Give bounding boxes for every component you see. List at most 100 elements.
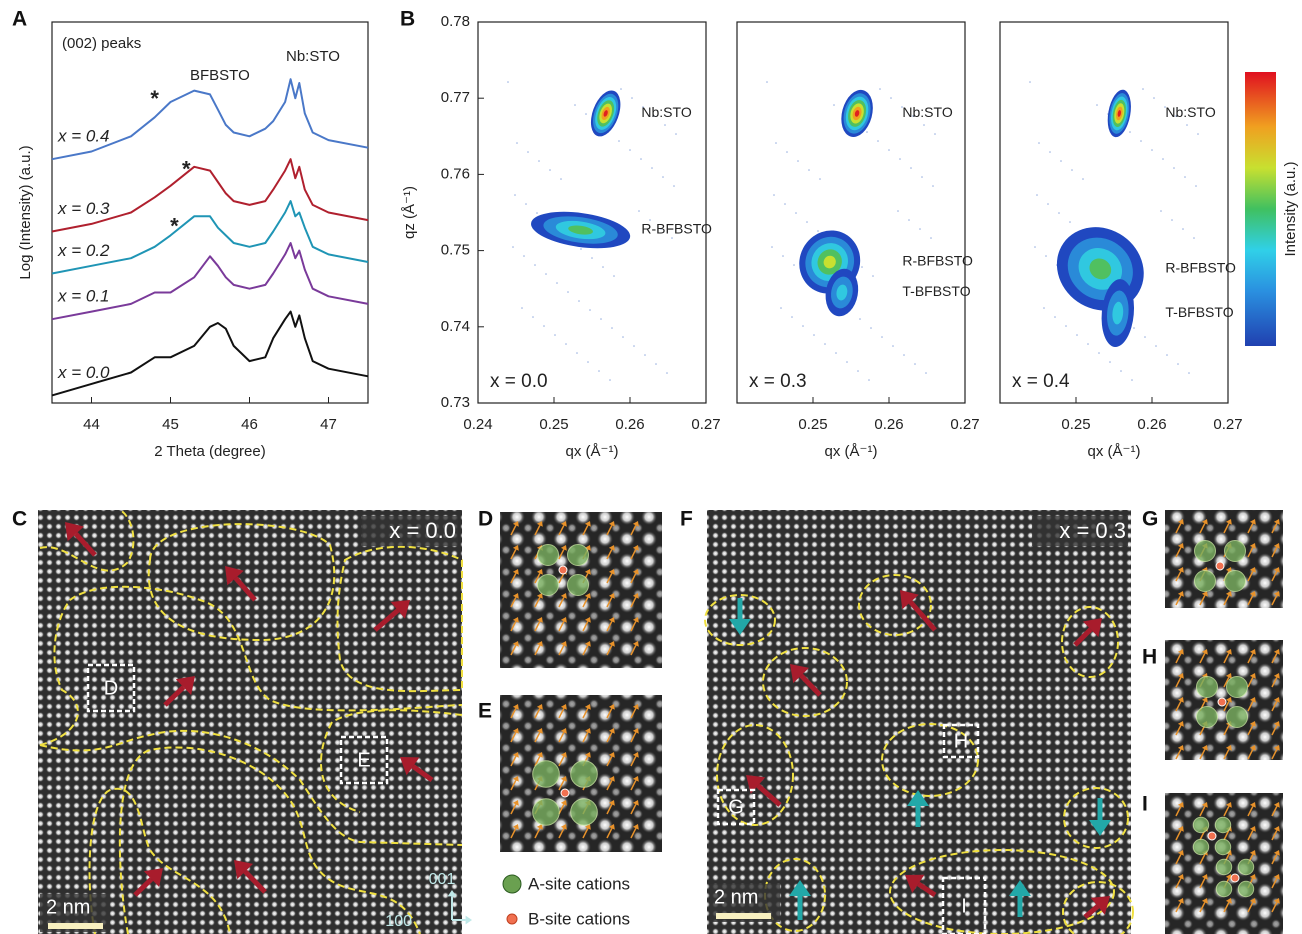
noise-dot xyxy=(1129,131,1131,133)
series-label: x = 0.3 xyxy=(57,199,110,218)
map-label: x = 0.3 xyxy=(749,371,807,392)
noise-dot xyxy=(523,255,525,257)
noise-dot xyxy=(1038,142,1040,144)
x-tick-label: 0.26 xyxy=(874,416,903,433)
peak-label: T-BFBSTO xyxy=(902,283,970,299)
noise-dot xyxy=(766,81,768,83)
noise-dot xyxy=(514,194,516,196)
noise-dot xyxy=(1195,185,1197,187)
x-axis-label: qx (Å⁻¹) xyxy=(1088,443,1141,460)
region-label: G xyxy=(728,796,744,818)
noise-dot xyxy=(897,210,899,212)
b-site xyxy=(1216,562,1224,570)
noise-dot xyxy=(1188,372,1190,374)
noise-dot xyxy=(1131,379,1133,381)
a-site xyxy=(1215,817,1230,832)
noise-dot xyxy=(1060,160,1062,162)
noise-dot xyxy=(675,133,677,135)
noise-dot xyxy=(1076,334,1078,336)
spectrum-line xyxy=(52,159,368,231)
noise-dot xyxy=(618,140,620,142)
a-site xyxy=(571,799,598,826)
noise-dot xyxy=(602,266,604,268)
noise-dot xyxy=(591,257,593,259)
noise-dot xyxy=(780,307,782,309)
spectrum-line xyxy=(52,79,368,159)
a-site xyxy=(1195,541,1216,562)
noise-dot xyxy=(1043,307,1045,309)
noise-dot xyxy=(910,167,912,169)
noise-dot xyxy=(655,363,657,365)
series-label: x = 0.1 xyxy=(57,287,110,306)
noise-dot xyxy=(662,176,664,178)
noise-dot xyxy=(554,334,556,336)
a-site xyxy=(1225,571,1246,592)
noise-dot xyxy=(806,221,808,223)
noise-dot xyxy=(919,228,921,230)
a-site xyxy=(1238,881,1253,896)
noise-dot xyxy=(903,354,905,356)
noise-dot xyxy=(1109,361,1111,363)
noise-dot xyxy=(1045,255,1047,257)
x-tick-label: 0.25 xyxy=(798,416,827,433)
a-site xyxy=(1193,817,1208,832)
y-tick-label: 0.73 xyxy=(441,394,470,411)
noise-dot xyxy=(1171,219,1173,221)
series-label: x = 0.4 xyxy=(57,127,110,146)
noise-dot xyxy=(1036,194,1038,196)
noise-dot xyxy=(877,140,879,142)
noise-dot xyxy=(1193,237,1195,239)
noise-dot xyxy=(525,203,527,205)
noise-dot xyxy=(560,178,562,180)
x-tick-label: 47 xyxy=(320,416,337,433)
axis-label: 100 xyxy=(385,913,412,930)
series-label: x = 0.2 xyxy=(57,241,110,260)
noise-dot xyxy=(587,361,589,363)
noise-dot xyxy=(795,212,797,214)
noise-dot xyxy=(813,334,815,336)
region-label: E xyxy=(357,749,370,771)
a-site xyxy=(1195,571,1216,592)
y-tick-label: 0.76 xyxy=(441,165,470,182)
noise-dot xyxy=(574,104,576,106)
noise-dot xyxy=(1054,316,1056,318)
noise-dot xyxy=(1029,81,1031,83)
noise-dot xyxy=(1069,221,1071,223)
noise-dot xyxy=(782,255,784,257)
noise-dot xyxy=(797,160,799,162)
noise-dot xyxy=(817,230,819,232)
peak-label: R-BFBSTO xyxy=(1165,260,1236,276)
noise-dot xyxy=(908,219,910,221)
noise-dot xyxy=(666,372,668,374)
noise-dot xyxy=(613,275,615,277)
noise-dot xyxy=(793,264,795,266)
noise-dot xyxy=(791,316,793,318)
noise-dot xyxy=(1096,104,1098,106)
peak-label: Nb:STO xyxy=(641,104,691,120)
y-axis-label: qz (Å⁻¹) xyxy=(401,186,418,239)
scale-label: 2 nm xyxy=(714,886,758,908)
noise-dot xyxy=(1065,325,1067,327)
y-tick-label: 0.78 xyxy=(441,13,470,30)
noise-dot xyxy=(611,327,613,329)
a-site xyxy=(538,545,559,566)
image-label: x = 0.3 xyxy=(1059,518,1126,543)
noise-dot xyxy=(879,88,881,90)
noise-dot xyxy=(1173,167,1175,169)
noise-dot xyxy=(808,169,810,171)
noise-dot xyxy=(516,142,518,144)
x-tick-label: 0.26 xyxy=(615,416,644,433)
b-site xyxy=(561,789,569,797)
noise-dot xyxy=(824,343,826,345)
a-site xyxy=(1216,881,1231,896)
colorbar-label: Intensity (a.u.) xyxy=(1282,161,1299,256)
noise-dot xyxy=(1120,370,1122,372)
a-site xyxy=(568,575,589,596)
panel-letter: F xyxy=(680,508,693,531)
noise-dot xyxy=(556,282,558,284)
noise-dot xyxy=(773,194,775,196)
noise-dot xyxy=(1071,169,1073,171)
noise-dot xyxy=(521,307,523,309)
axis-arrow-head xyxy=(466,916,472,925)
y-axis-label: Log (Intensity) (a.u.) xyxy=(17,145,34,279)
